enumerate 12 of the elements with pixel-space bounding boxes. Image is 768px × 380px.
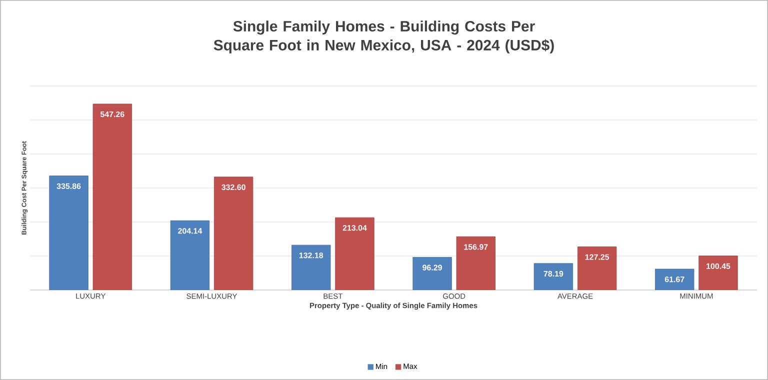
chart-title: Single Family Homes - Building Costs Per Square Foot in New Mexico, USA - 2024 (USD$) <box>214 20 554 54</box>
bar <box>698 256 738 290</box>
bar <box>170 220 210 290</box>
bar <box>412 257 452 290</box>
bar <box>577 246 617 290</box>
bar <box>335 217 374 290</box>
bar <box>292 244 331 290</box>
bar <box>456 236 496 290</box>
bar <box>214 176 254 290</box>
bar <box>534 263 574 290</box>
bar <box>92 104 132 290</box>
bar <box>49 176 88 290</box>
